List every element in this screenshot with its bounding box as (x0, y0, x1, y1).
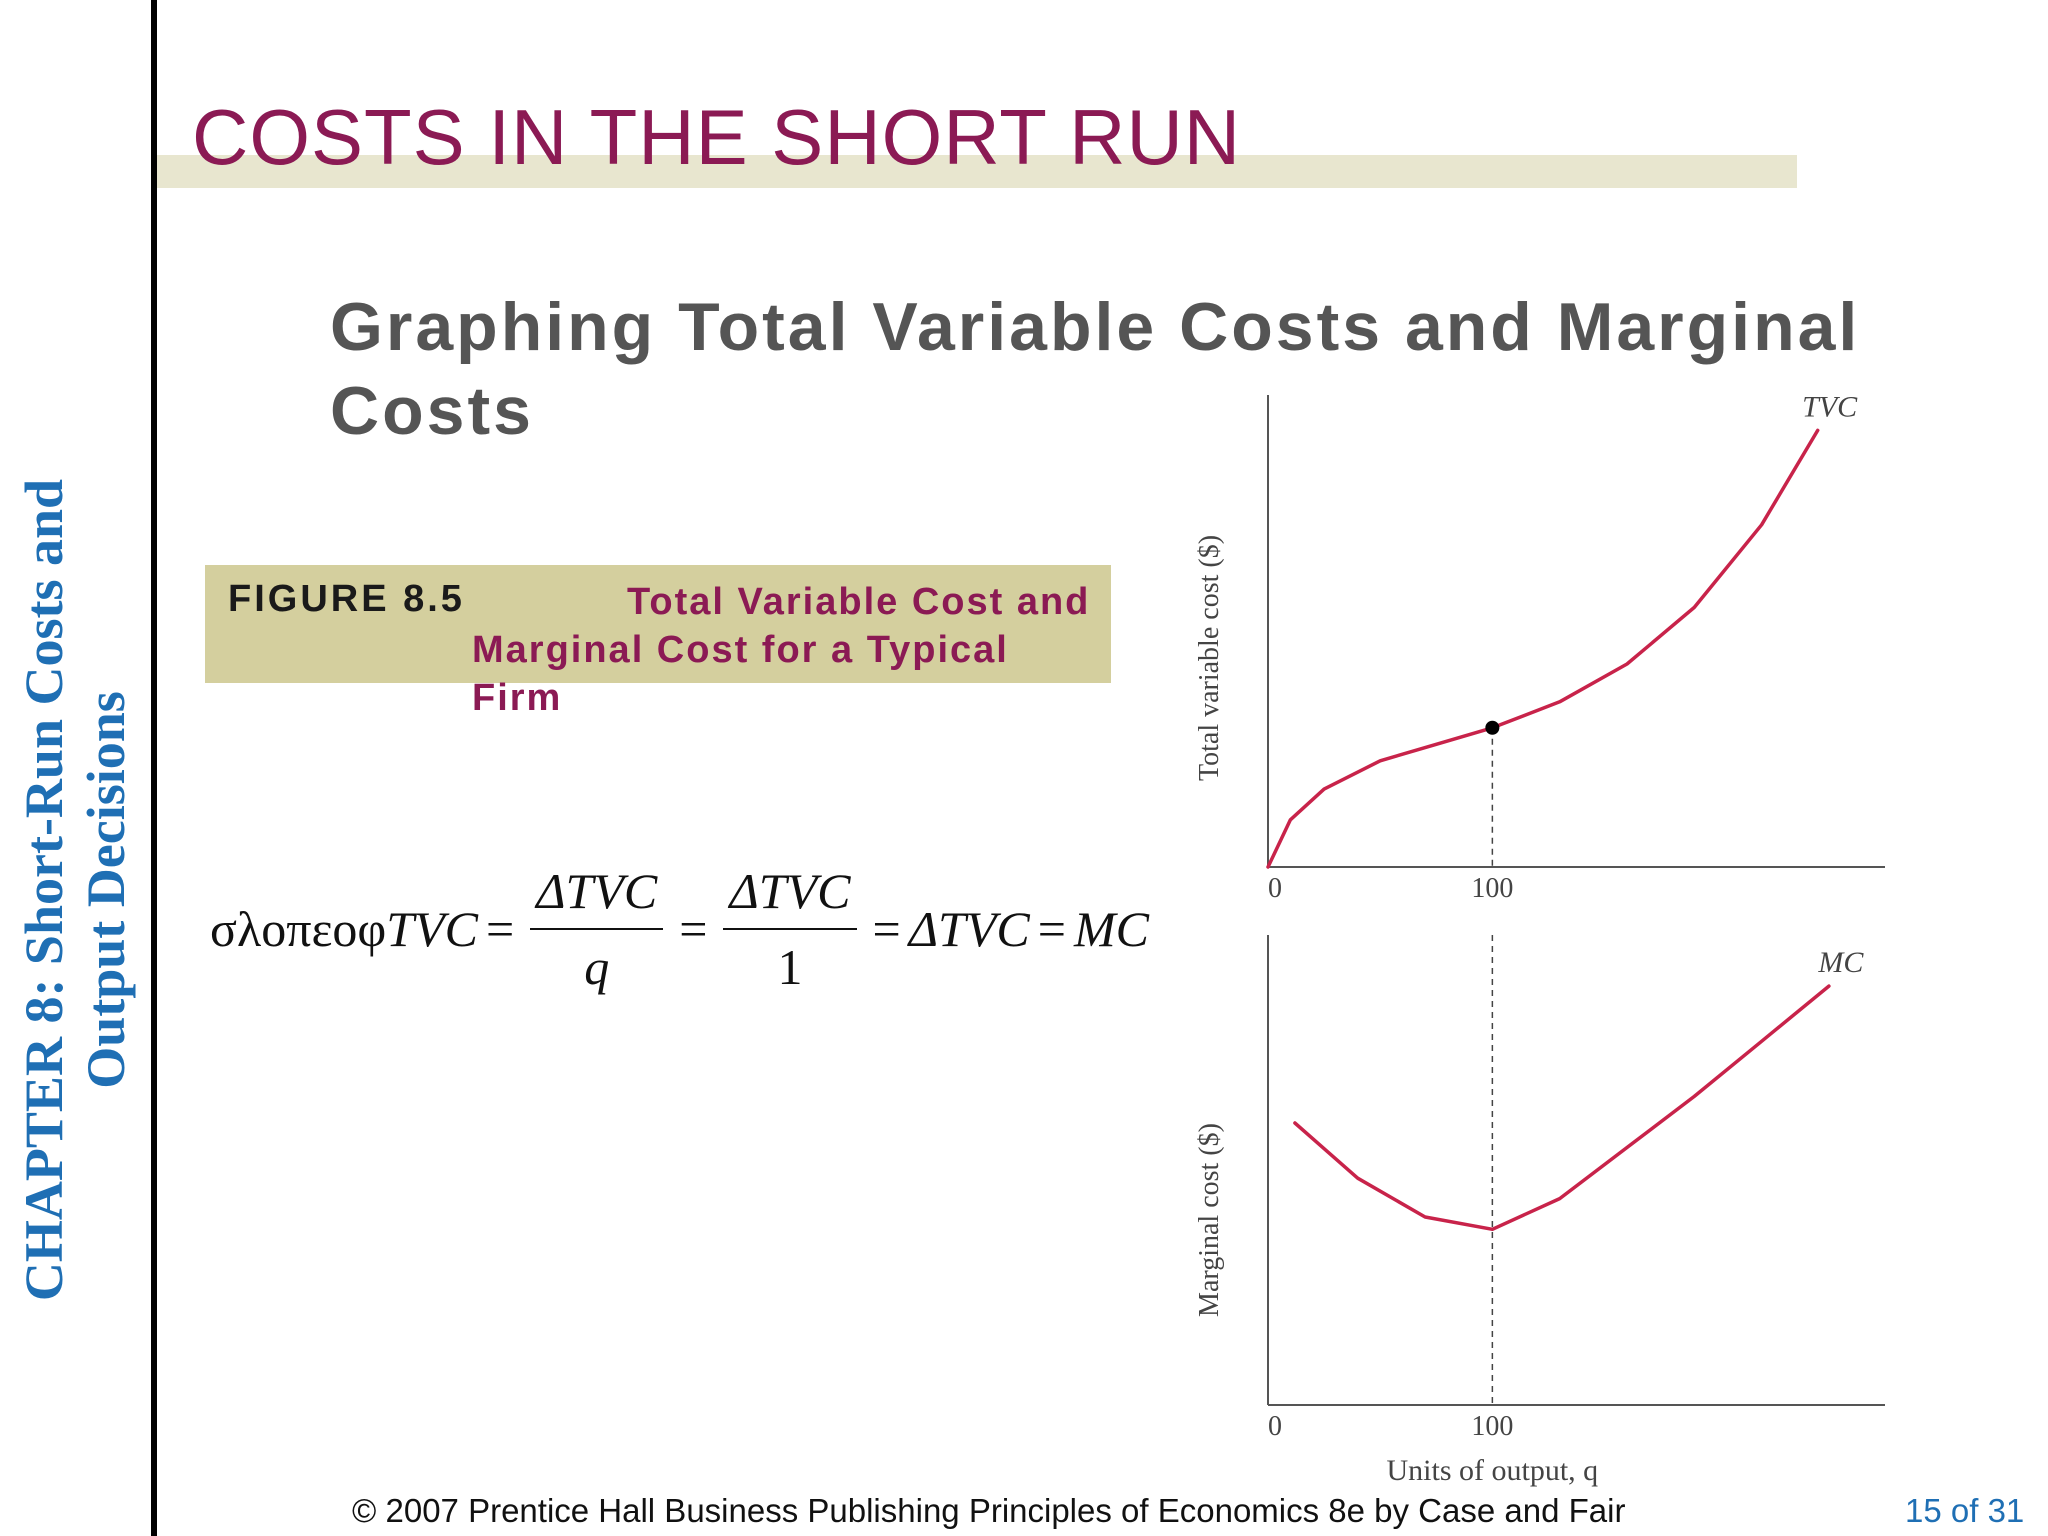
chapter-label: CHAPTER 8: Short-Run Costs and Output De… (13, 479, 137, 1301)
tvc-curve (1266, 428, 1820, 869)
fraction-1-numerator: ΔTVC (530, 862, 664, 930)
tvc-marked-point (1485, 720, 1500, 735)
mc-curve (1293, 984, 1831, 1232)
mc-y-axis-label: Marginal cost ($) (1194, 1123, 1225, 1317)
tvc-y-axis-label: Total variable cost ($) (1194, 535, 1225, 781)
formula-equals-2: = (679, 901, 708, 957)
formula-rhs-mc: MC (1073, 901, 1149, 957)
figure-title: Total Variable Cost and Marginal Cost fo… (472, 581, 1091, 719)
fraction-2-numerator: ΔTVC (723, 862, 857, 930)
title-underline-band (157, 155, 1797, 188)
formula-equals-3: = (872, 901, 901, 957)
tvc-tick-0: 0 (1268, 873, 1282, 904)
formula-equals-4: = (1037, 901, 1066, 957)
mc-tick-100: 100 (1471, 1411, 1513, 1442)
chapter-sidebar: CHAPTER 8: Short-Run Costs and Output De… (0, 0, 150, 1536)
slide-title: COSTS IN THE SHORT RUN (192, 93, 1242, 181)
fraction-2-denominator: 1 (777, 939, 803, 995)
formula-fraction-2: ΔTVC 1 (723, 862, 857, 996)
mc-x-axis-label: Units of output, q (1387, 1454, 1599, 1487)
chapter-label-line1: CHAPTER 8: Short-Run Costs and (14, 478, 74, 1302)
formula-tvc: TVC (386, 901, 478, 957)
formula-lhs: σλοπεοφ (210, 901, 387, 957)
sidebar-divider (151, 0, 157, 1536)
formula-rhs-delta-tvc: ΔTVC (908, 901, 1030, 957)
mc-tick-0: 0 (1268, 1411, 1282, 1442)
footer-copyright: © 2007 Prentice Hall Business Publishing… (352, 1492, 1626, 1529)
tvc-series-label: TVC (1802, 390, 1858, 423)
tvc-mc-figure: TVC 0 100 Total variable cost ($) MC 0 100 Marg… (1194, 390, 1885, 1487)
chapter-label-line2: Output Decisions (76, 691, 136, 1089)
figure-number: FIGURE 8.5 (228, 578, 465, 620)
formula-fraction-1: ΔTVC q (530, 862, 664, 996)
mc-series-label: MC (1817, 946, 1864, 979)
page-number: 15 of 31 (1905, 1492, 2025, 1529)
tvc-tick-100: 100 (1471, 873, 1513, 904)
slope-formula: σλοπεοφ TVC = ΔTVC q = ΔTVC 1 = ΔTVC = M… (210, 862, 1149, 996)
fraction-1-denominator: q (584, 939, 610, 995)
slide-subtitle: Graphing Total Variable Costs and Margin… (330, 289, 1861, 449)
formula-equals-1: = (486, 901, 515, 957)
figure-caption-box (205, 565, 1111, 683)
